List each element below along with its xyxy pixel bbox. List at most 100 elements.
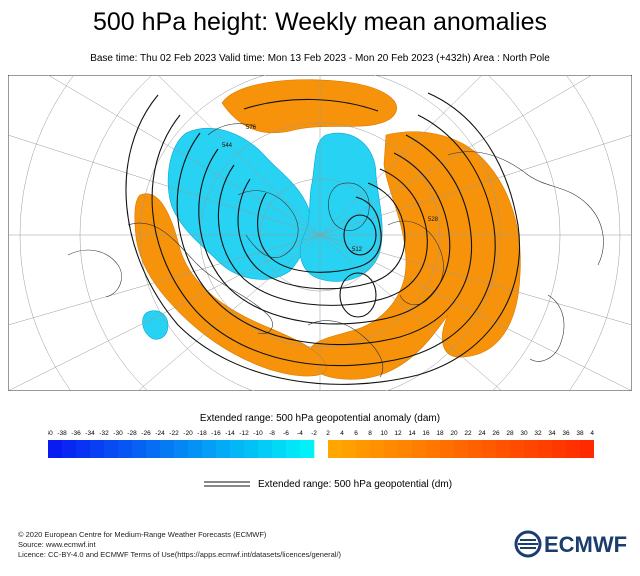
colorbar-tick-label: -4 [297, 430, 303, 437]
colorbar-segment [384, 440, 399, 458]
colorbar-segment [468, 440, 483, 458]
colorbar-tick-label: -38 [57, 430, 67, 437]
colorbar-segment [132, 440, 147, 458]
colorbar-tick-label: 2 [326, 430, 330, 437]
colorbar-segment [510, 440, 525, 458]
coastlines [67, 123, 604, 378]
map-title: 500 hPa height: Weekly mean anomalies [93, 8, 547, 36]
colorbar-tick-label: 18 [436, 430, 444, 437]
colorbar-tick-label: 38 [576, 430, 584, 437]
colorbar-tick-label: -34 [85, 430, 95, 437]
colorbar-tick-label: 8 [368, 430, 372, 437]
colorbar-tick-label: -20 [183, 430, 193, 437]
colorbar-segment [454, 440, 469, 458]
colorbar-segment [202, 440, 217, 458]
colorbar-segment [258, 440, 273, 458]
anomaly-colorbar: -40-38-36-34-32-30-28-26-24-22-20-18-16-… [48, 430, 594, 458]
colorbar-segment [230, 440, 245, 458]
colorbar-tick-label: -22 [169, 430, 179, 437]
colorbar-tick-label: -26 [141, 430, 151, 437]
colorbar-segment [426, 440, 441, 458]
anomaly-north-pacific [221, 79, 397, 134]
anomaly-arctic [299, 132, 383, 282]
colorbar-segment [286, 440, 301, 458]
contour-label: 528 [428, 217, 439, 223]
colorbar-tick-label: 28 [506, 430, 514, 437]
positive-anomaly-regions [134, 79, 521, 380]
colorbar-tick-label: -18 [197, 430, 207, 437]
colorbar-tick-label: -28 [127, 430, 137, 437]
contour-legend-label: Extended range: 500 hPa geopotential (dm… [258, 479, 453, 490]
ecmwf-logo-icon: ECMWF [514, 530, 627, 558]
colorbar-segment [160, 440, 175, 458]
graticule [8, 75, 632, 391]
colorbar-segment [244, 440, 259, 458]
colorbar-tick-label: -10 [253, 430, 263, 437]
colorbar-tick-label: 12 [394, 430, 402, 437]
colorbar-tick-label: -30 [113, 430, 123, 437]
colorbar-tick-label: 20 [450, 430, 458, 437]
colorbar-tick-label: 36 [562, 430, 570, 437]
colorbar-segment [188, 440, 203, 458]
geopotential-contours [125, 92, 520, 385]
colorbar-tick-label: -16 [211, 430, 221, 437]
colorbar-segment [580, 440, 594, 458]
colorbar-segment [90, 440, 105, 458]
colorbar-segment [370, 440, 385, 458]
colorbar-tick-label: 30 [520, 430, 528, 437]
colorbar-segment [300, 440, 315, 458]
colorbar-tick-label: -36 [71, 430, 81, 437]
licence-text: Licence: CC-BY-4.0 and ECMWF Terms of Us… [18, 550, 342, 559]
contour-label: 512 [352, 247, 363, 253]
footer: © 2020 European Centre for Medium-Range … [18, 530, 341, 560]
colorbar-tick-label: -32 [99, 430, 109, 437]
map-subtitle: Base time: Thu 02 Feb 2023 Valid time: M… [90, 53, 550, 64]
contour-labels: 576 544 512 528 [222, 125, 439, 253]
colorbar-tick-label: -12 [239, 430, 249, 437]
colorbar-segment [62, 440, 77, 458]
colorbar-tick-label: 4 [340, 430, 344, 437]
colorbar-segment [356, 440, 371, 458]
anomaly-pacific-small [142, 310, 169, 340]
source-text: Source: www.ecmwf.int [18, 540, 96, 549]
colorbar-tick-label: 10 [380, 430, 388, 437]
colorbar-segment [440, 440, 455, 458]
colorbar-segment [552, 440, 567, 458]
colorbar-segment [118, 440, 133, 458]
colorbar-segment [398, 440, 413, 458]
colorbar-tick-label: 34 [548, 430, 556, 437]
contour-legend-line [204, 481, 250, 487]
colorbar-tick-label: 22 [464, 430, 472, 437]
colorbar-tick-label: -2 [311, 430, 317, 437]
colorbar-segment [566, 440, 581, 458]
colorbar-segment [146, 440, 161, 458]
colorbar-tick-label: 26 [492, 430, 500, 437]
colorbar-segment [524, 440, 539, 458]
contour-label: 544 [222, 143, 233, 149]
colorbar-segment [482, 440, 497, 458]
colorbar-segment [328, 440, 343, 458]
ecmwf-logo-text: ECMWF [544, 532, 627, 557]
colorbar-tick-label: 6 [354, 430, 358, 437]
colorbar-tick-label: -6 [283, 430, 289, 437]
colorbar-segment [76, 440, 91, 458]
colorbar-segment [104, 440, 119, 458]
colorbar-title: Extended range: 500 hPa geopotential ano… [199, 413, 441, 424]
north-pole-map: 576 544 512 528 [8, 75, 632, 391]
colorbar-segment [342, 440, 357, 458]
colorbar-tick-label: -24 [155, 430, 165, 437]
colorbar-tick-label: -40 [48, 430, 53, 437]
colorbar-segment [216, 440, 231, 458]
copyright-text: © 2020 European Centre for Medium-Range … [18, 530, 267, 539]
colorbar-segment [174, 440, 189, 458]
colorbar-segment [496, 440, 511, 458]
colorbar-tick-label: 16 [422, 430, 430, 437]
colorbar-tick-label: -8 [269, 430, 275, 437]
colorbar-tick-label: 24 [478, 430, 486, 437]
contour-label: 576 [246, 125, 257, 131]
colorbar-tick-label: 32 [534, 430, 542, 437]
colorbar-segment [48, 440, 63, 458]
colorbar-tick-label: -14 [225, 430, 235, 437]
colorbar-segment [412, 440, 427, 458]
colorbar-tick-label: 14 [408, 430, 416, 437]
